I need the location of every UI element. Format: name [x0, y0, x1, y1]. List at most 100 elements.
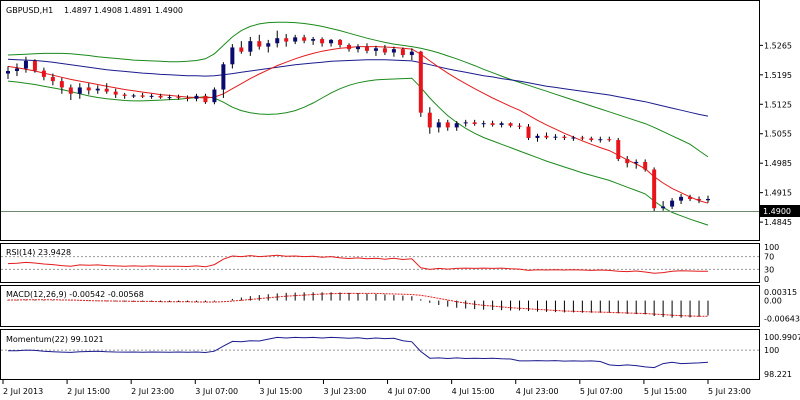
candle-body: [418, 51, 423, 113]
candle-body: [553, 136, 558, 138]
time-tick-label: 4 Jul 07:00: [388, 387, 431, 396]
candle-body: [167, 97, 172, 99]
candle-body: [338, 39, 343, 45]
time-tick-label: 5 Jul 23:00: [708, 387, 751, 396]
candle: [239, 41, 244, 54]
candle: [427, 107, 432, 134]
candle-body: [257, 41, 262, 47]
rsi-level-label: 100: [764, 243, 779, 252]
candle-body: [284, 38, 289, 42]
candle: [598, 136, 603, 143]
candle: [553, 134, 558, 141]
rsi-label: RSI(14) 23.9428: [6, 248, 71, 257]
candle: [481, 120, 486, 128]
candle-body: [347, 44, 352, 50]
candle: [391, 46, 396, 57]
price-tick-label: 1.4845: [764, 218, 792, 227]
candle: [293, 34, 298, 45]
candle: [32, 59, 37, 73]
candle: [643, 159, 648, 172]
candle: [329, 39, 334, 47]
candle: [275, 30, 280, 48]
candle-body: [59, 81, 64, 88]
candle: [59, 77, 64, 94]
panel-symbol-label: GBPUSD,H1: [6, 6, 53, 15]
candle-body: [391, 49, 396, 53]
candle: [158, 93, 163, 99]
time-tick-label: 3 Jul 07:00: [195, 387, 238, 396]
momentum-level-label: 98.221: [764, 370, 792, 379]
candle-body: [679, 196, 684, 201]
bollinger-bands: [7, 21, 709, 226]
candle: [167, 94, 172, 101]
candle: [95, 85, 100, 94]
candle-body: [266, 43, 271, 47]
candle-body: [472, 122, 477, 125]
candle-body: [320, 39, 325, 44]
candle: [625, 156, 630, 168]
rsi-level-label: 70: [764, 253, 774, 262]
candle-body: [275, 38, 280, 44]
candle: [104, 83, 109, 94]
candle-body: [616, 140, 621, 159]
candle: [338, 39, 343, 48]
candle: [589, 136, 594, 142]
time-tick-label: 3 Jul 23:00: [323, 387, 366, 396]
current-price-tag: [760, 205, 800, 217]
candle-body: [212, 89, 217, 103]
momentum-level-label: 100: [764, 346, 779, 355]
candle: [257, 34, 262, 50]
candle: [616, 137, 621, 162]
candlesticks: [6, 30, 710, 212]
candle-body: [293, 37, 298, 42]
candle-body: [409, 51, 414, 56]
price-axis: 1.5265 1.5195 1.5125 1.5055 1.4985 1.4915 1.48…: [759, 41, 792, 227]
candle-body: [95, 88, 100, 91]
candle-body: [688, 196, 693, 199]
rsi-line: [7, 254, 708, 274]
candle: [679, 193, 684, 205]
candle-body: [643, 161, 648, 170]
candle-body: [311, 39, 316, 41]
candle-body: [68, 87, 73, 94]
candle: [266, 39, 271, 53]
price-panel: GBPUSD,H1 1.4897 1.4908 1.4891 1.4900 1.…: [0, 0, 800, 241]
candle: [347, 43, 352, 52]
price-panel-frame: [0, 0, 760, 241]
candle-body: [607, 139, 612, 141]
candle: [203, 93, 208, 104]
moving-average-slow-line: [7, 58, 709, 117]
candle-body: [661, 206, 666, 209]
candle: [230, 44, 235, 69]
candle: [661, 201, 666, 211]
candle-body: [544, 135, 549, 138]
candle-body: [131, 95, 136, 97]
candle-body: [517, 125, 522, 127]
macd-panel-frame: [0, 285, 760, 327]
candle-body: [50, 76, 55, 82]
time-tick-label: 2 Jul 15:00: [67, 387, 110, 396]
candle: [140, 92, 145, 98]
candle: [185, 95, 190, 102]
momentum-panel: Momentum(22) 99.1021 100.9907 100 98.221: [0, 329, 800, 380]
candle: [580, 135, 585, 141]
candle-body: [526, 126, 531, 138]
price-tick-label: 1.5125: [764, 100, 792, 109]
candle: [194, 93, 199, 102]
candle-body: [490, 123, 495, 125]
candle: [320, 37, 325, 47]
candle: [652, 167, 657, 212]
candle: [212, 87, 217, 105]
candle: [490, 120, 495, 127]
candle-body: [400, 49, 405, 56]
time-tick-label: 4 Jul 23:00: [516, 387, 559, 396]
candle-body: [508, 123, 513, 126]
candle: [472, 119, 477, 126]
candle: [68, 84, 73, 101]
candle-body: [436, 122, 441, 128]
momentum-axis: 100.9907 100 98.221: [1, 333, 800, 379]
candle: [706, 195, 710, 203]
candle-body: [113, 91, 118, 95]
macd-label: MACD(12,26,9) -0.00542 -0.00568: [6, 290, 144, 299]
current-price-tag-text: 1.4900: [763, 207, 791, 216]
